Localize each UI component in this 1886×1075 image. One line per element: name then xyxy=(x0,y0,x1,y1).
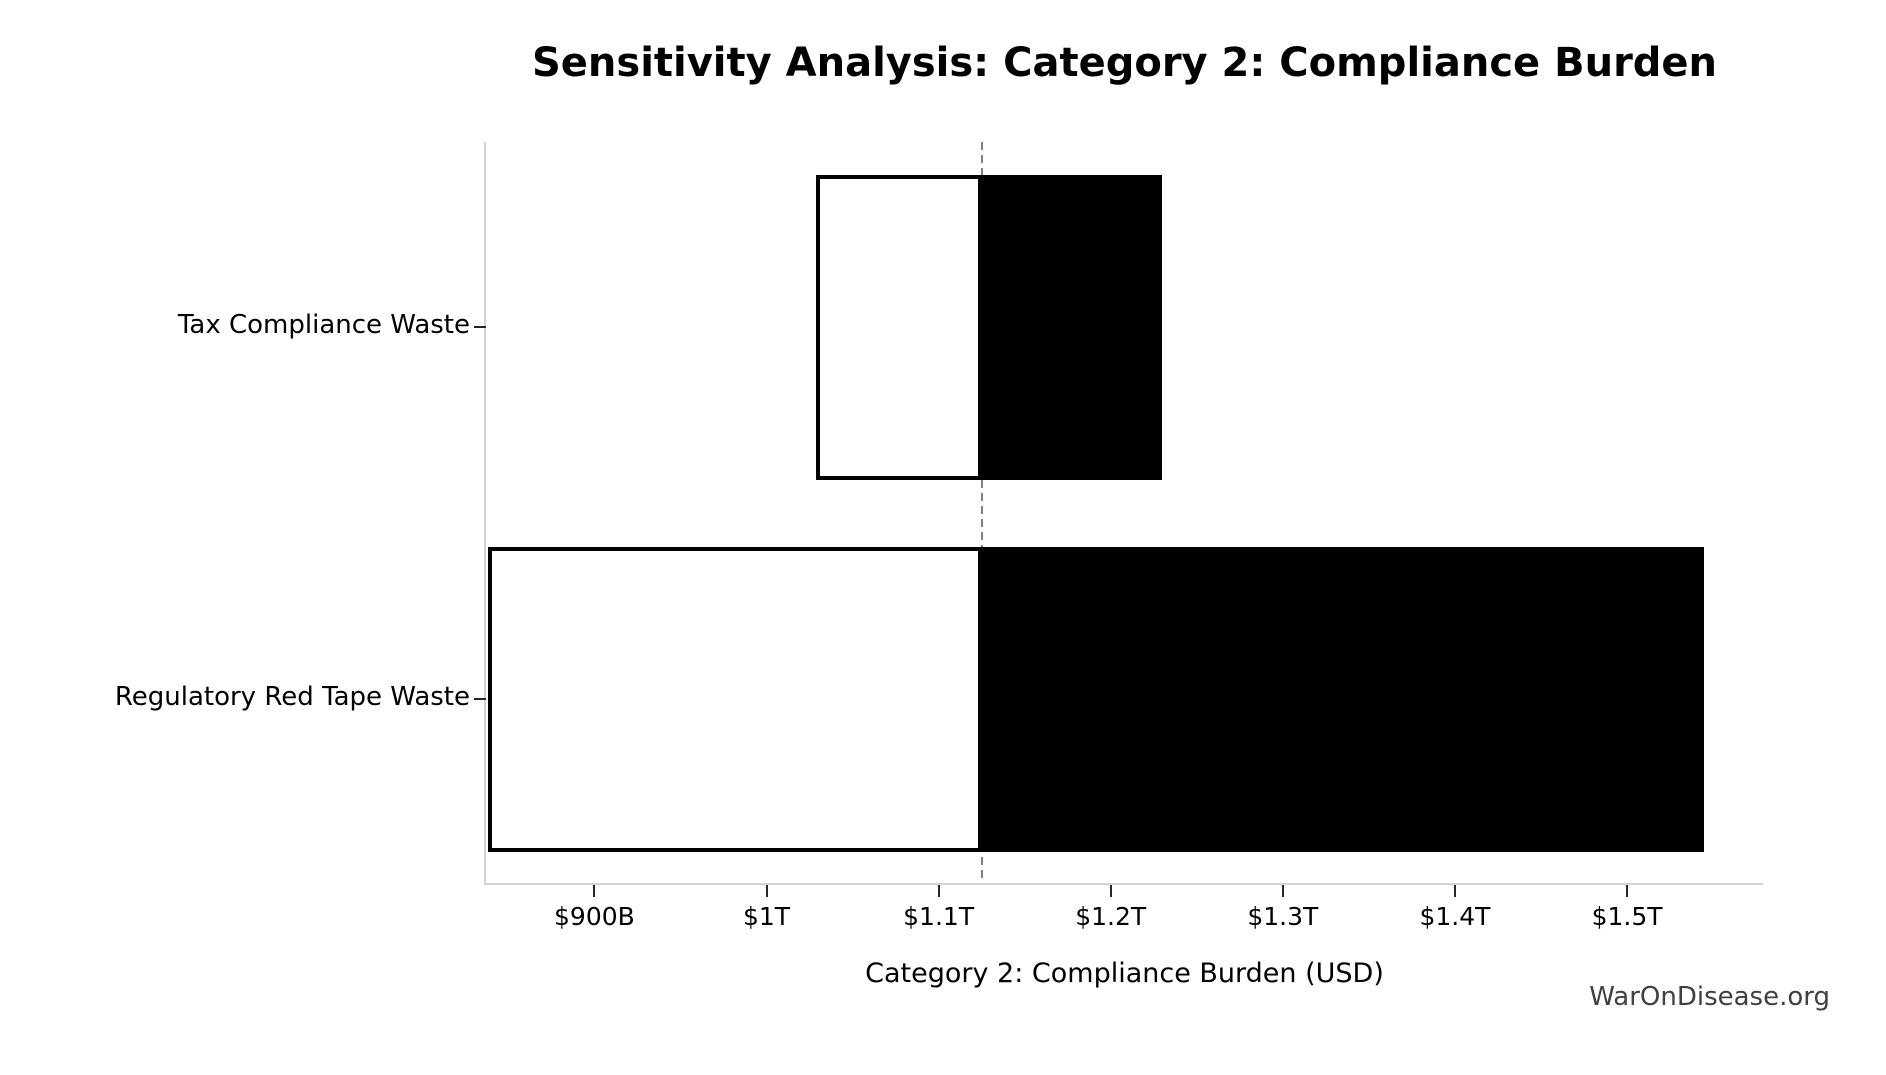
y-tick-label-1: Tax Compliance Waste xyxy=(177,310,470,341)
bar-low-2 xyxy=(487,546,982,852)
x-tick-5 xyxy=(1281,885,1284,897)
x-axis-spine xyxy=(484,883,1763,885)
bar-high-1 xyxy=(981,174,1163,480)
chart-title: Sensitivity Analysis: Category 2: Compli… xyxy=(531,40,1718,86)
x-tick-1 xyxy=(593,885,596,897)
x-axis-label: Category 2: Compliance Burden (USD) xyxy=(865,958,1384,989)
x-tick-2 xyxy=(765,885,768,897)
x-tick-label-1: $900B xyxy=(554,902,635,931)
x-tick-3 xyxy=(937,885,940,897)
x-tick-label-3: $1.1T xyxy=(903,902,975,931)
plot-area: Tax Compliance Waste Regulatory Red Tape … xyxy=(115,142,1763,931)
y-tick-label-2: Regulatory Red Tape Waste xyxy=(114,682,470,713)
x-tick-label-4: $1.2T xyxy=(1075,902,1147,931)
watermark-text: WarOnDisease.org xyxy=(1589,982,1830,1012)
y-axis-spine xyxy=(484,142,486,885)
x-tick-label-6: $1.4T xyxy=(1419,902,1491,931)
x-tick-6 xyxy=(1453,885,1456,897)
bar-low-1 xyxy=(816,174,982,480)
x-tick-label-5: $1.3T xyxy=(1247,902,1319,931)
x-tick-7 xyxy=(1626,885,1629,897)
x-tick-label-7: $1.5T xyxy=(1591,902,1663,931)
baseline-dashed-line xyxy=(980,142,983,883)
x-tick-4 xyxy=(1109,885,1112,897)
bar-high-2 xyxy=(981,546,1705,852)
x-tick-label-2: $1T xyxy=(742,902,791,931)
y-tick-1 xyxy=(474,326,486,329)
y-tick-2 xyxy=(474,698,486,701)
